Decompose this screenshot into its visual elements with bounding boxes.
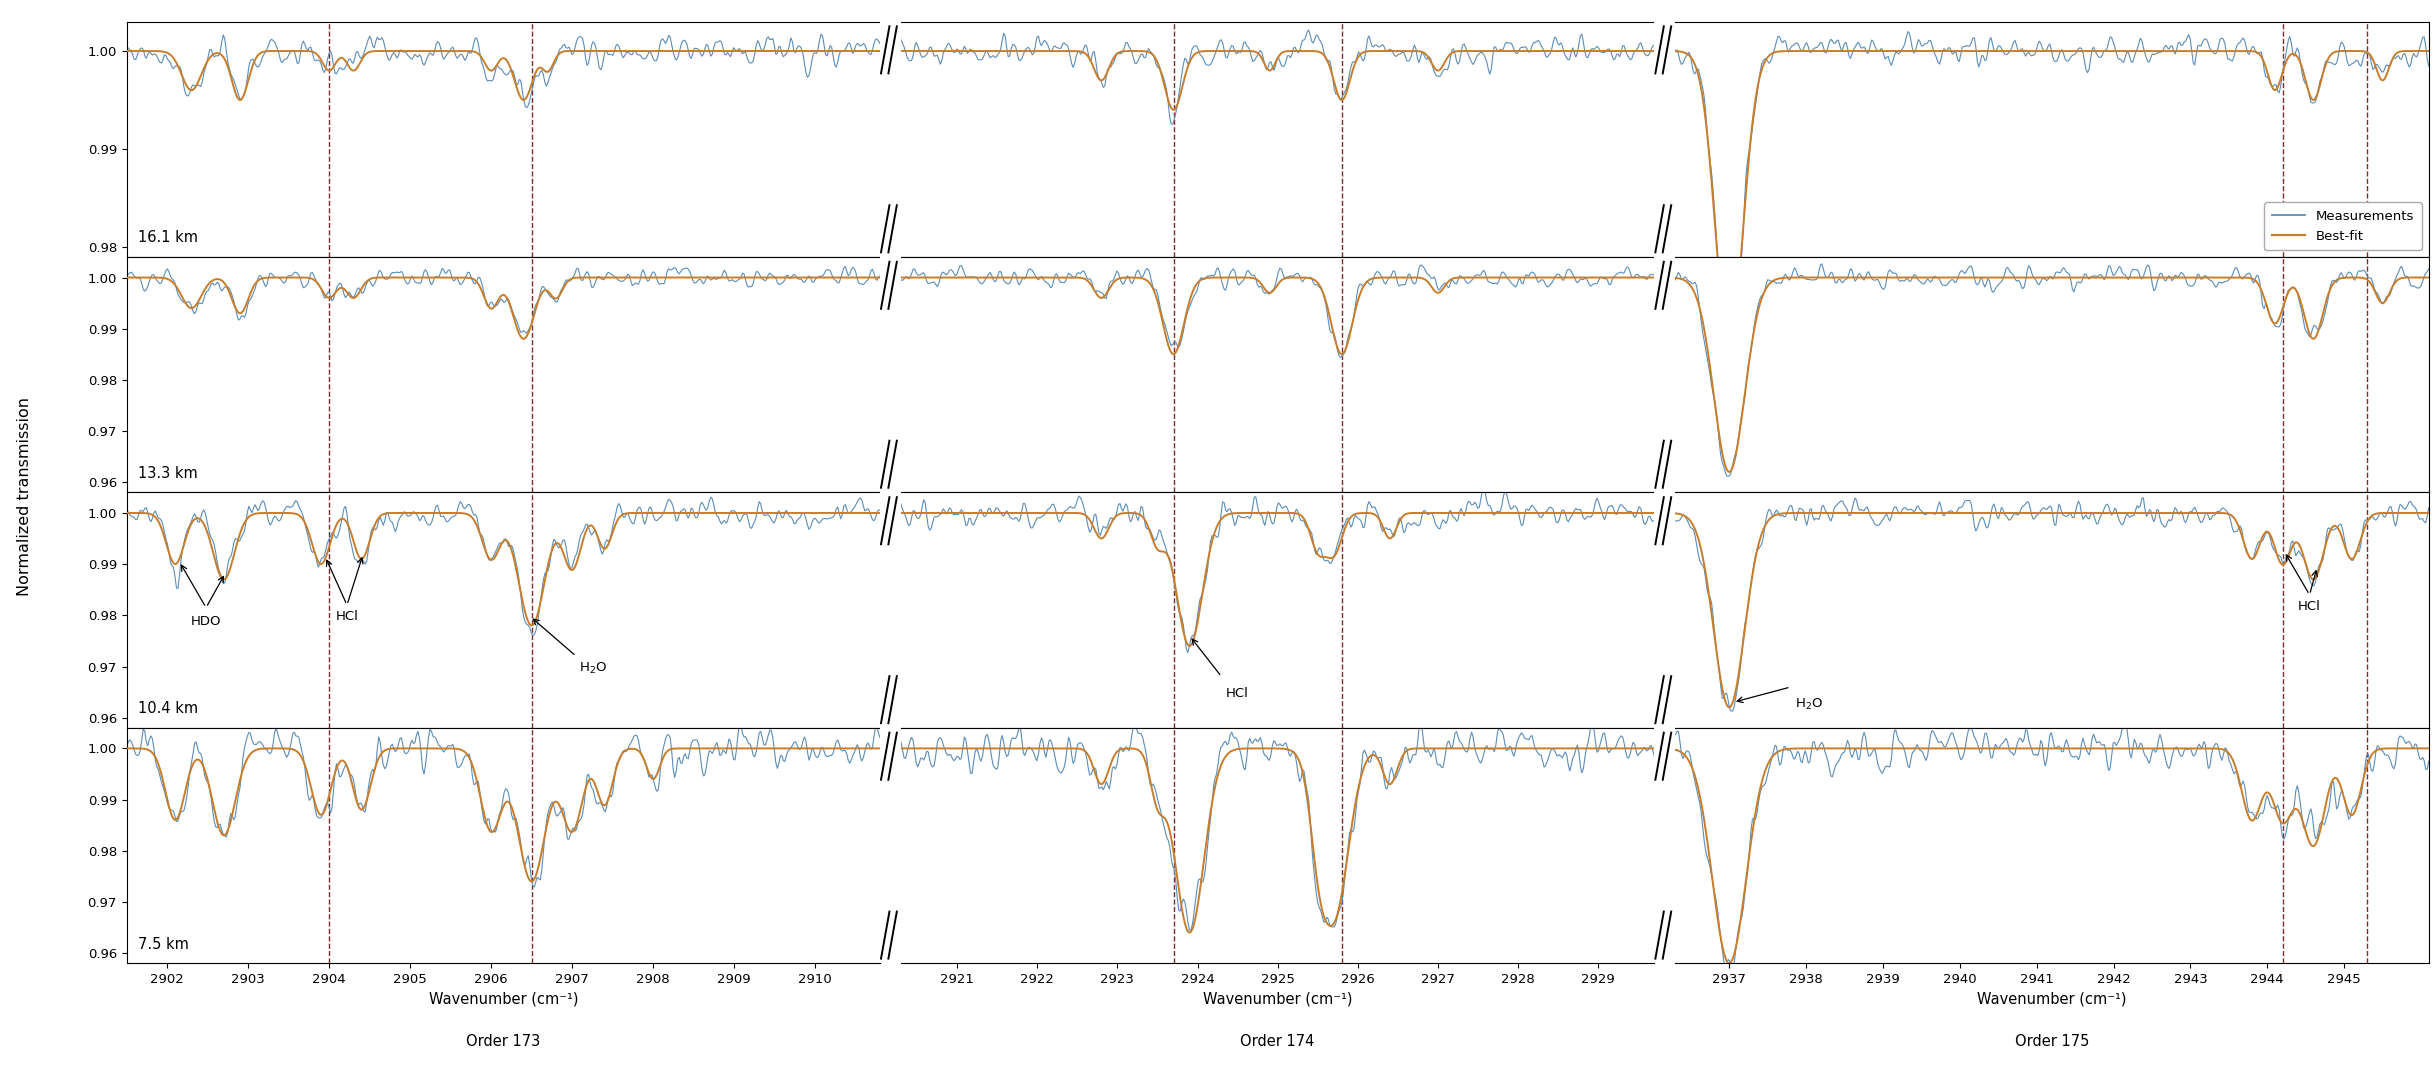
X-axis label: Wavenumber (cm⁻¹): Wavenumber (cm⁻¹) xyxy=(1978,991,2127,1007)
Text: H$_2$O: H$_2$O xyxy=(1795,698,1822,713)
Text: Order 175: Order 175 xyxy=(2015,1034,2090,1049)
Legend: Measurements, Best-fit: Measurements, Best-fit xyxy=(2265,202,2421,251)
Text: HCl: HCl xyxy=(2297,600,2322,613)
Text: Normalized transmission: Normalized transmission xyxy=(17,397,32,596)
Text: HCl: HCl xyxy=(1225,687,1250,700)
Text: Order 173: Order 173 xyxy=(465,1034,541,1049)
Text: 10.4 km: 10.4 km xyxy=(139,701,197,716)
Text: Order 174: Order 174 xyxy=(1240,1034,1315,1049)
X-axis label: Wavenumber (cm⁻¹): Wavenumber (cm⁻¹) xyxy=(429,991,577,1007)
Text: H$_2$O: H$_2$O xyxy=(580,661,607,676)
Text: 16.1 km: 16.1 km xyxy=(139,230,197,245)
Text: HDO: HDO xyxy=(190,616,222,629)
X-axis label: Wavenumber (cm⁻¹): Wavenumber (cm⁻¹) xyxy=(1203,991,1352,1007)
Text: 13.3 km: 13.3 km xyxy=(139,465,197,481)
Text: 7.5 km: 7.5 km xyxy=(139,936,190,951)
Text: HCl: HCl xyxy=(336,610,358,623)
